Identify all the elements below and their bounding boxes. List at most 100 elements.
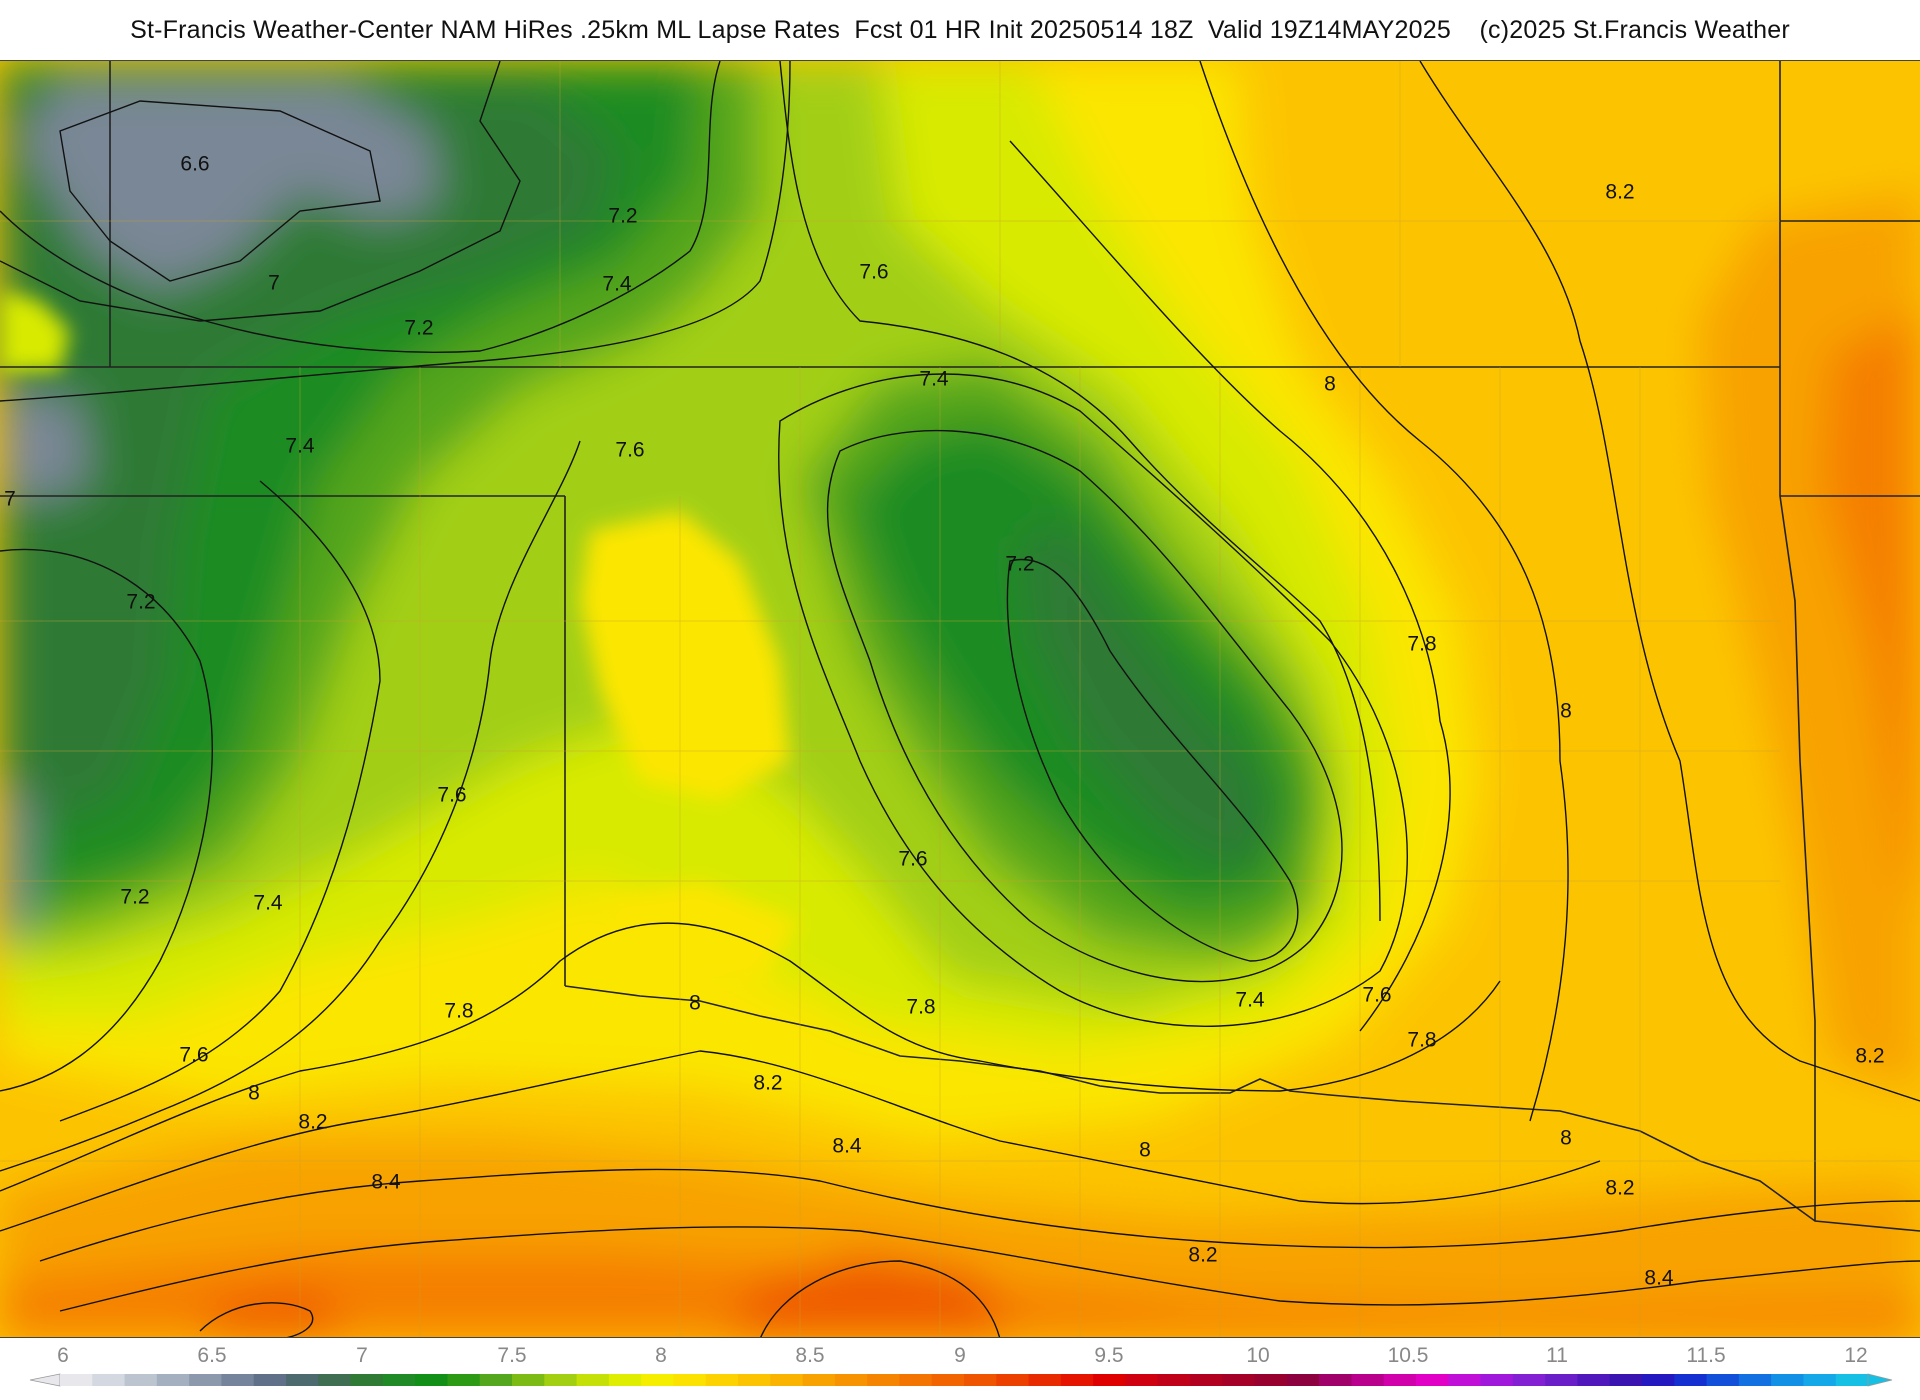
colorbar-swatch — [1028, 1374, 1062, 1386]
colorbar-swatch — [1448, 1374, 1482, 1386]
contour-label: 7.6 — [615, 439, 644, 462]
contour-label: 7.4 — [1235, 989, 1265, 1012]
contour-label: 7.4 — [285, 435, 315, 458]
colorbar-swatch — [1125, 1374, 1159, 1386]
contour-label: 8 — [1560, 700, 1572, 723]
colorbar-swatch — [221, 1374, 255, 1386]
colorbar-swatch — [1351, 1374, 1385, 1386]
fill-zone-8-8b — [201, 1291, 349, 1337]
colorbar-swatch — [415, 1374, 449, 1386]
colorbar-swatch — [1771, 1374, 1805, 1386]
colorbar-swatch — [253, 1374, 287, 1386]
contour-8-6-sw — [199, 1302, 314, 1337]
colorbar-tick: 10.5 — [1388, 1344, 1429, 1367]
colorbar-swatch — [802, 1374, 836, 1386]
state-line-eastern — [1779, 61, 1816, 1221]
colorbar-tick: 12 — [1844, 1344, 1867, 1367]
contour-label: 8.2 — [1855, 1045, 1884, 1068]
contour-label: 7.6 — [1362, 984, 1391, 1007]
colorbar-swatch — [1642, 1374, 1675, 1386]
fill-zone-6-5b — [0, 391, 90, 501]
colorbar-swatch — [1190, 1374, 1223, 1386]
contour-7-6-west — [0, 440, 581, 1172]
contour-7-6-north — [779, 61, 1381, 922]
colorbar-swatch — [641, 1374, 675, 1386]
colorbar-swatch — [1416, 1374, 1449, 1386]
fill-zone-8-8 — [721, 1251, 1010, 1337]
colorbar-swatch — [1319, 1374, 1353, 1386]
contour-labels: 6.6 7.2 7 7.4 7.2 7.6 8.2 7.4 8 7.6 7.4 … — [4, 153, 1884, 1290]
contour-6-6 — [59, 100, 381, 282]
fill-zone-8-6-east — [1820, 311, 1920, 921]
colorbar-swatch — [770, 1374, 804, 1386]
contour-label: 8 — [689, 992, 701, 1015]
contour-label: 8.2 — [753, 1072, 782, 1095]
contour-label: 6.6 — [180, 153, 209, 176]
colorbar-legend: 6 6.5 7 7.5 8 8.5 9 9.5 10 10.5 11 11.5 … — [29, 1344, 1893, 1387]
contour-label: 7.2 — [120, 886, 149, 909]
colorbar-swatch — [350, 1374, 384, 1386]
colorbar-swatch — [544, 1374, 578, 1386]
contour-7-6-ring — [778, 373, 1408, 1027]
colorbar-swatch — [286, 1374, 319, 1386]
fill-pocket-8-central — [580, 511, 790, 801]
colorbar-swatch — [1157, 1374, 1191, 1386]
colorbar-swatch — [382, 1374, 416, 1386]
colorbar-swatch — [608, 1374, 642, 1386]
colorbar-swatch — [512, 1374, 545, 1386]
contour-7-2-core — [1006, 558, 1299, 962]
colorbar-tick: 10 — [1246, 1344, 1269, 1367]
colorbar-swatch — [1738, 1374, 1772, 1386]
colorbar-tick: 8 — [655, 1344, 667, 1367]
colorbar-swatch — [1383, 1374, 1417, 1386]
colorbar-swatch — [1222, 1374, 1256, 1386]
contour-label: 8.4 — [1644, 1267, 1674, 1290]
contour-7-north — [0, 61, 521, 322]
colorbar-swatch — [156, 1374, 190, 1386]
contour-7-4-west — [59, 480, 381, 1122]
contour-label: 7.6 — [859, 261, 888, 284]
map-title: St-Francis Weather-Center NAM HiRes .25k… — [130, 15, 1790, 44]
colorbar-swatch — [673, 1374, 707, 1386]
contour-label: 8.4 — [832, 1135, 862, 1158]
colorbar-swatch — [1835, 1374, 1869, 1386]
colorbar-swatch — [996, 1374, 1030, 1386]
contour-label: 8.2 — [1605, 1177, 1634, 1200]
contour-label: 7.8 — [906, 996, 935, 1019]
contour-lines — [0, 61, 1920, 1337]
colorbar-tick: 9 — [954, 1344, 966, 1367]
colorbar-swatch — [318, 1374, 352, 1386]
colorbar-tick: 11 — [1546, 1344, 1568, 1367]
state-boundaries — [0, 61, 1920, 1232]
contour-8-6-south — [760, 1260, 1001, 1337]
colorbar-swatch — [705, 1374, 739, 1386]
contour-7-8-east — [1009, 140, 1451, 1032]
contour-label: 7.4 — [919, 368, 949, 391]
colorbar-swatch — [738, 1374, 771, 1386]
contour-8-2-south — [39, 1168, 1920, 1262]
contour-7-2-north — [0, 61, 721, 353]
contour-label: 7.6 — [179, 1044, 208, 1067]
colorbar-tick: 8.5 — [795, 1344, 824, 1367]
contour-label: 8 — [248, 1082, 260, 1105]
colorbar-arrow-min — [29, 1373, 61, 1387]
contour-label: 8.4 — [371, 1171, 401, 1194]
contour-label: 7.6 — [437, 784, 466, 807]
contour-label: 8 — [1139, 1139, 1151, 1162]
colorbar-tick: 7 — [356, 1344, 368, 1367]
state-line-river — [564, 985, 1920, 1232]
colorbar-swatch — [834, 1374, 868, 1386]
colorbar-swatch — [1609, 1374, 1643, 1386]
colorbar-swatch — [479, 1374, 513, 1386]
colorbar-swatches — [29, 1373, 1893, 1387]
contour-label: 7.8 — [1407, 633, 1436, 656]
colorbar-ticks: 6 6.5 7 7.5 8 8.5 9 9.5 10 10.5 11 11.5 … — [57, 1344, 1868, 1367]
contour-label: 7.2 — [608, 205, 637, 228]
lapse-rate-map: 6.6 7.2 7 7.4 7.2 7.6 8.2 7.4 8 7.6 7.4 … — [0, 61, 1920, 1337]
contour-label: 8 — [1560, 1127, 1572, 1150]
colorbar-swatch — [1254, 1374, 1288, 1386]
colorbar-swatch — [1512, 1374, 1546, 1386]
fill-zone-7b — [1020, 521, 1270, 871]
colorbar-swatch — [1577, 1374, 1611, 1386]
colorbar-arrow-max — [1867, 1373, 1893, 1387]
